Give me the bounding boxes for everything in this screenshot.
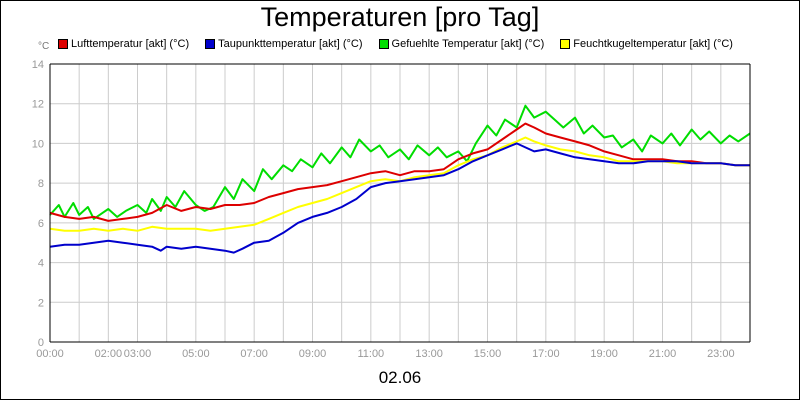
series-line-gefuehlte (49, 104, 751, 220)
y-tick-label: 12 (32, 99, 44, 111)
x-tick-label: 19:00 (590, 348, 618, 360)
x-tick-label: 02:00 (95, 348, 123, 360)
x-tick-label: 13:00 (415, 348, 443, 360)
y-tick-label: 10 (32, 138, 44, 150)
x-tick-label: 21:00 (649, 348, 677, 360)
legend-item-lufttemperatur: Lufttemperatur [akt] (°C) (58, 38, 189, 50)
legend-label-taupunkttemperatur: Taupunkttemperatur [akt] (°C) (218, 38, 363, 50)
legend-label-feuchtkugeltemperatur: Feuchtkugeltemperatur [akt] (°C) (573, 38, 733, 50)
x-tick-label: 05:00 (182, 348, 210, 360)
legend-swatch-lufttemperatur (58, 39, 68, 49)
legend-item-feuchtkugeltemperatur: Feuchtkugeltemperatur [akt] (°C) (560, 38, 733, 50)
series-line-taupunkttemperatur (49, 142, 750, 254)
y-tick-label: 0 (38, 337, 44, 349)
x-tick-label: 15:00 (474, 348, 502, 360)
y-tick-label: 4 (38, 258, 44, 270)
x-tick-label: 11:00 (357, 348, 384, 360)
legend-item-taupunkttemperatur: Taupunkttemperatur [akt] (°C) (205, 38, 363, 50)
legend-swatch-gefuehlte-temperatur (378, 39, 389, 49)
x-tick-label: 17:00 (532, 348, 560, 360)
chart-legend: Lufttemperatur [akt] (°C) Taupunkttemper… (58, 38, 749, 50)
chart-title: Temperaturen [pro Tag] (260, 2, 540, 32)
x-tick-label: 23:00 (707, 348, 735, 360)
legend-swatch-feuchtkugeltemperatur (560, 39, 571, 49)
y-tick-label: 14 (32, 59, 44, 71)
y-tick-label: 6 (38, 218, 44, 230)
x-tick-label: 00:00 (36, 348, 64, 360)
series-line-lufttemperatur (49, 122, 750, 222)
y-tick-label: 2 (38, 297, 44, 309)
x-tick-label: 09:00 (299, 348, 327, 360)
x-axis-date-label: 02.06 (378, 368, 422, 387)
legend-label-gefuehlte-temperatur: Gefuehlte Temperatur [akt] (°C) (391, 38, 545, 50)
y-axis-unit: °C (38, 41, 50, 52)
y-tick-label: 8 (38, 178, 44, 190)
legend-label-lufttemperatur: Lufttemperatur [akt] (°C) (71, 38, 190, 50)
x-tick-label: 07:00 (240, 348, 268, 360)
x-tick-label: 03:00 (124, 348, 152, 360)
legend-item-gefuehlte-temperatur: Gefuehlte Temperatur [akt] (°C) (378, 38, 545, 50)
legend-swatch-taupunkttemperatur (205, 39, 216, 49)
